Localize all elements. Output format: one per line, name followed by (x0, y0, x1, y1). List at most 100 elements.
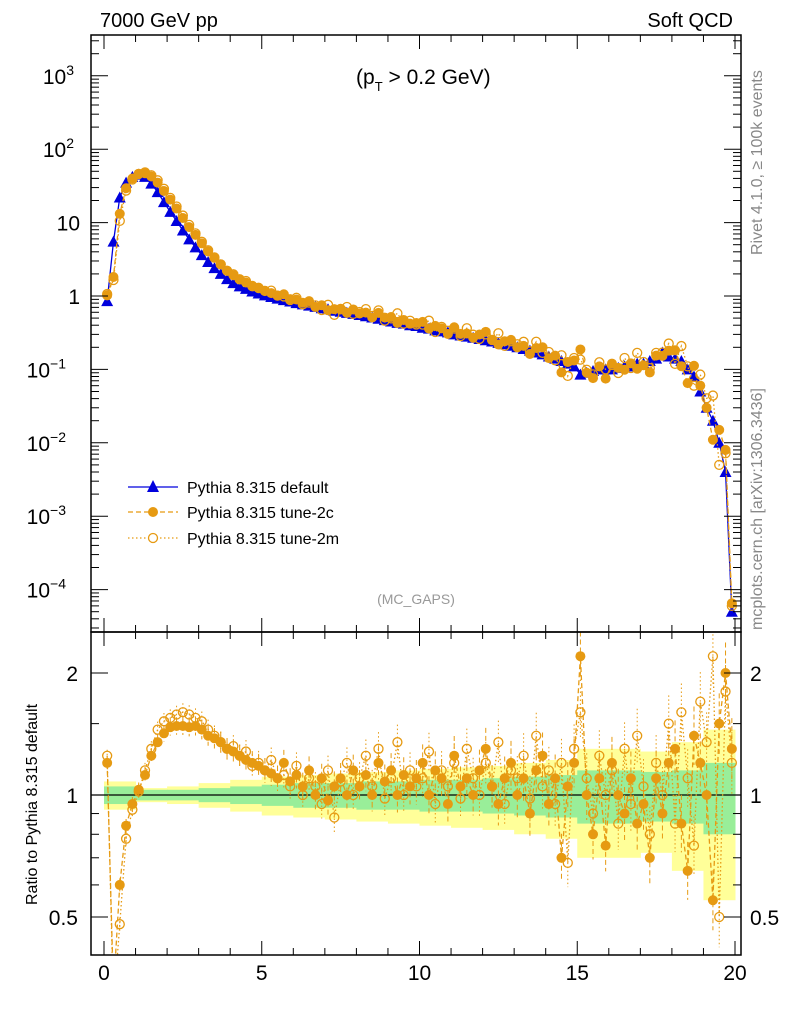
data-point (101, 295, 114, 307)
y-tick-label: 10−4 (27, 576, 67, 603)
ratio-tick-label-right: 1 (750, 785, 762, 808)
data-point (157, 196, 170, 208)
ratio-point (228, 740, 239, 752)
ratio-point (524, 808, 535, 819)
ratio-point (531, 730, 542, 741)
data-point (531, 336, 542, 347)
ratio-point (278, 769, 289, 781)
ratio-point (430, 798, 441, 810)
ratio-point (594, 750, 605, 761)
data-point (619, 352, 630, 364)
ratio-axis-label: Ratio to Pythia 8.315 default (24, 703, 41, 905)
data-point (183, 233, 196, 245)
y-tick-label: 103 (43, 62, 74, 89)
data-point (303, 297, 315, 308)
ratio-point (303, 773, 315, 784)
data-point (423, 315, 435, 326)
data-point (221, 265, 233, 276)
energy-label: 7000 GeV pp (100, 10, 218, 32)
data-point (195, 249, 208, 261)
ratio-point (120, 833, 132, 844)
ratio-point (385, 773, 397, 784)
ratio-point (373, 757, 384, 768)
ratio-point (512, 790, 523, 800)
ratio-point (127, 804, 138, 815)
x-tick-label: 20 (723, 962, 746, 985)
ratio-point (657, 789, 668, 801)
data-point (184, 222, 195, 233)
data-point (266, 285, 277, 296)
ratio-point (600, 840, 611, 851)
ratio-point (367, 781, 378, 792)
ratio-point (461, 743, 472, 754)
data-point (707, 390, 719, 401)
ratio-point (619, 808, 630, 819)
data-point (701, 393, 712, 404)
data-point (202, 256, 215, 268)
ratio-point (215, 737, 226, 748)
ratio-point (625, 798, 637, 810)
ratio-point (562, 781, 573, 792)
ratio-point (114, 919, 125, 930)
data-point (127, 174, 138, 185)
data-point (171, 203, 182, 214)
main-panel-marks (101, 167, 738, 617)
data-point (108, 271, 119, 282)
ratio-point (613, 818, 624, 829)
ratio-point (568, 743, 580, 754)
data-point (221, 273, 234, 285)
data-point (133, 168, 144, 180)
data-point (430, 326, 441, 338)
ratio-point (139, 765, 151, 776)
ratio-point (695, 757, 706, 768)
ratio-point (379, 793, 390, 804)
data-point (688, 380, 700, 391)
y-tick-label: 1 (68, 286, 80, 309)
data-point (139, 167, 151, 178)
data-point (587, 369, 599, 380)
ratio-point (619, 743, 630, 754)
ratio-panel-frame (90, 631, 742, 956)
data-point (575, 344, 586, 355)
data-point (575, 354, 586, 365)
ratio-point (474, 765, 485, 776)
mcplots-label: mcplots.cern.ch [arXiv:1306.3436] (749, 388, 766, 630)
ratio-point (486, 781, 498, 792)
data-point (398, 318, 409, 329)
ratio-point (284, 781, 296, 792)
data-point (480, 326, 491, 337)
y-tick-label: 10−1 (27, 355, 67, 382)
series-line-2 (106, 171, 733, 606)
data-point (259, 285, 271, 297)
data-point (657, 347, 668, 358)
data-point (108, 274, 119, 286)
ratio-point (190, 712, 201, 724)
ratio-point (651, 773, 662, 784)
ratio-point (341, 757, 353, 769)
ratio-point (152, 737, 163, 748)
data-point (518, 336, 529, 347)
ratio-point (537, 750, 548, 761)
data-point (568, 352, 580, 364)
x-tick-label: 0 (98, 962, 110, 985)
ratio-point (512, 773, 523, 784)
data-point (335, 304, 346, 315)
ratio-point (202, 724, 214, 735)
ratio-point (291, 760, 302, 772)
ratio-point (701, 790, 712, 800)
ratio-point (322, 765, 334, 776)
data-point (184, 219, 195, 230)
y-tick-label: 10−2 (27, 429, 67, 456)
data-point (329, 309, 340, 320)
data-point (165, 192, 176, 204)
data-point (272, 290, 283, 301)
ratio-point (467, 773, 479, 784)
ratio-point (291, 770, 302, 781)
ratio-point (329, 781, 340, 792)
data-point (524, 349, 535, 360)
ratio-point (707, 651, 719, 662)
ratio-point (392, 737, 403, 748)
ratio-point (449, 757, 460, 769)
ratio-point (556, 852, 567, 863)
data-point (694, 385, 707, 397)
